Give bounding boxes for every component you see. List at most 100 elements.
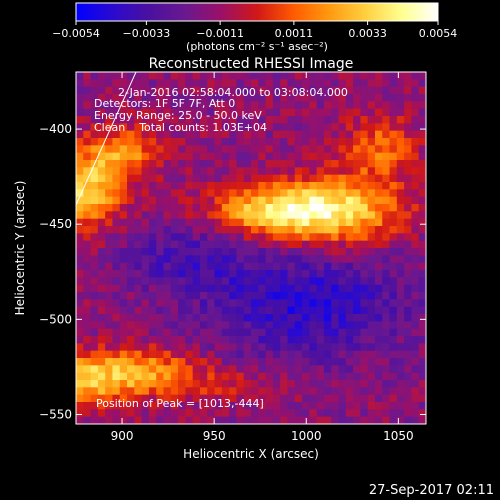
- heatmap-cell: [105, 226, 113, 234]
- heatmap-cell: [323, 314, 332, 322]
- heatmap-cell: [229, 145, 237, 154]
- heatmap-cell: [207, 182, 215, 190]
- heatmap-cell: [105, 314, 113, 322]
- heatmap-cell: [418, 94, 426, 102]
- heatmap-cell: [112, 255, 121, 264]
- heatmap-cell: [141, 72, 150, 80]
- heatmap-cell: [367, 277, 376, 286]
- heatmap-cell: [141, 248, 150, 256]
- heatmap-cell: [280, 262, 288, 271]
- heatmap-cell: [418, 218, 426, 227]
- heatmap-cell: [265, 402, 274, 410]
- heatmap-cell: [360, 204, 369, 212]
- heatmap-cell: [382, 372, 390, 381]
- heatmap-cell: [199, 306, 208, 315]
- heatmap-cell: [353, 358, 361, 366]
- heatmap-cell: [265, 218, 274, 227]
- heatmap-cell: [221, 248, 230, 256]
- heatmap-cell: [294, 86, 303, 95]
- heatmap-cell: [221, 189, 230, 198]
- heatmap-cell: [396, 174, 405, 183]
- heatmap-cell: [418, 233, 426, 242]
- heatmap-cell: [134, 123, 143, 132]
- heatmap-cell: [185, 336, 194, 344]
- heatmap-cell: [221, 196, 230, 205]
- heatmap-cell: [418, 387, 426, 396]
- heatmap-cell: [221, 240, 230, 249]
- heatmap-cell: [221, 416, 230, 424]
- heatmap-cell: [353, 101, 361, 110]
- heatmap-cell: [367, 358, 376, 366]
- heatmap-cell: [105, 365, 113, 374]
- heatmap-cell: [360, 284, 369, 293]
- heatmap-cell: [207, 174, 215, 183]
- heatmap-cell: [251, 306, 259, 315]
- heatmap-cell: [382, 255, 390, 264]
- heatmap-cell: [76, 196, 84, 205]
- heatmap-cell: [258, 182, 266, 190]
- heatmap-cell: [294, 196, 303, 205]
- heatmap-cell: [382, 409, 390, 418]
- heatmap-cell: [148, 240, 157, 249]
- heatmap-cell: [83, 343, 91, 352]
- heatmap-cell: [236, 394, 245, 403]
- heatmap-cell: [76, 394, 84, 403]
- heatmap-cell: [97, 182, 106, 190]
- heatmap-cell: [221, 365, 230, 374]
- heatmap-cell: [178, 394, 186, 403]
- heatmap-cell: [323, 372, 332, 381]
- heatmap-cell: [302, 262, 310, 271]
- heatmap-cell: [287, 233, 296, 242]
- heatmap-cell: [134, 380, 143, 388]
- heatmap-cell: [229, 116, 237, 124]
- heatmap-cell: [367, 380, 376, 388]
- heatmap-cell: [316, 204, 325, 212]
- heatmap-cell: [287, 358, 296, 366]
- heatmap-cell: [90, 292, 99, 300]
- heatmap-cell: [141, 321, 150, 330]
- heatmap-cell: [396, 218, 405, 227]
- heatmap-cell: [229, 101, 237, 110]
- heatmap-cell: [141, 262, 150, 271]
- heatmap-cell: [76, 233, 84, 242]
- heatmap-cell: [389, 160, 398, 168]
- heatmap-cell: [83, 101, 91, 110]
- heatmap-cell: [141, 94, 150, 102]
- heatmap-cell: [192, 328, 201, 337]
- heatmap-cell: [302, 145, 310, 154]
- heatmap-cell: [272, 299, 281, 308]
- heatmap-cell: [90, 94, 99, 102]
- heatmap-cell: [360, 248, 369, 256]
- heatmap-cell: [323, 358, 332, 366]
- heatmap-cell: [411, 321, 420, 330]
- heatmap-cell: [127, 233, 135, 242]
- heatmap-cell: [97, 306, 106, 315]
- heatmap-cell: [163, 152, 172, 161]
- heatmap-cell: [382, 145, 390, 154]
- heatmap-cell: [309, 328, 318, 337]
- heatmap-cell: [360, 94, 369, 102]
- heatmap-cell: [156, 108, 164, 117]
- heatmap-cell: [148, 145, 157, 154]
- heatmap-cell: [345, 314, 354, 322]
- heatmap-cell: [134, 72, 143, 80]
- heatmap-cell: [170, 343, 179, 352]
- heatmap-cell: [156, 167, 164, 176]
- heatmap-cell: [156, 350, 164, 359]
- heatmap-cell: [229, 174, 237, 183]
- heatmap-cell: [97, 255, 106, 264]
- heatmap-cell: [294, 299, 303, 308]
- heatmap-cell: [192, 255, 201, 264]
- heatmap-cell: [214, 145, 223, 154]
- heatmap-cell: [192, 402, 201, 410]
- heatmap-cell: [156, 145, 164, 154]
- heatmap-cell: [148, 211, 157, 220]
- heatmap-cell: [338, 79, 347, 88]
- heatmap-cell: [345, 380, 354, 388]
- heatmap-cell: [345, 328, 354, 337]
- heatmap-cell: [229, 277, 237, 286]
- heatmap-cell: [236, 248, 245, 256]
- heatmap-cell: [163, 262, 172, 271]
- heatmap-cell: [258, 108, 266, 117]
- heatmap-cell: [229, 387, 237, 396]
